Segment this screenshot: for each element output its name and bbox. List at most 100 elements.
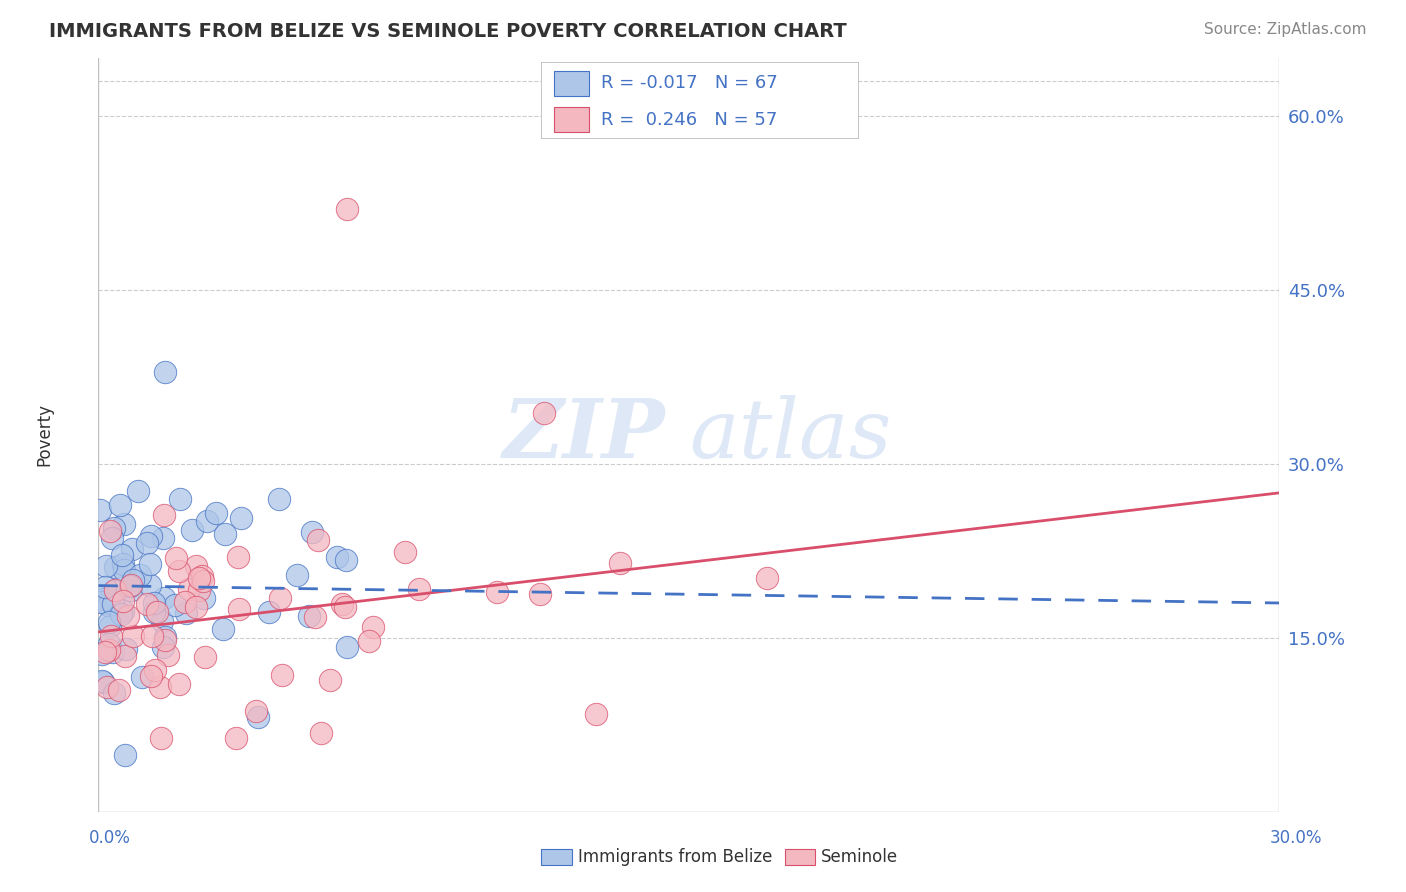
Point (121, 629, 143, 643)
Point (135, 536, 157, 550)
Point (152, 591, 174, 605)
Point (167, 565, 190, 579)
Point (247, 710, 270, 724)
Point (173, 595, 195, 609)
Point (103, 521, 125, 535)
Point (165, 599, 187, 613)
Point (245, 704, 267, 718)
Point (139, 528, 162, 542)
Point (101, 583, 124, 598)
Point (335, 553, 357, 567)
Point (150, 614, 173, 628)
Point (112, 516, 135, 531)
Point (90, 595, 112, 609)
Point (298, 609, 321, 624)
Point (336, 640, 359, 654)
Point (285, 567, 308, 582)
Point (146, 605, 169, 619)
Point (107, 682, 129, 697)
Text: Immigrants from Belize: Immigrants from Belize (578, 848, 772, 866)
Text: 30.0%: 30.0% (1270, 829, 1323, 847)
Point (112, 563, 135, 577)
Point (267, 491, 290, 506)
Bar (554, 70, 589, 95)
Text: Source: ZipAtlas.com: Source: ZipAtlas.com (1204, 22, 1367, 37)
Point (117, 609, 139, 624)
Point (152, 640, 174, 654)
Point (115, 642, 138, 657)
Point (121, 541, 143, 556)
Point (359, 633, 381, 648)
Point (169, 492, 191, 507)
Point (110, 607, 132, 621)
Point (169, 677, 191, 691)
Text: Seminole: Seminole (821, 848, 898, 866)
Point (111, 594, 134, 608)
Point (257, 605, 280, 619)
Point (139, 669, 162, 683)
Point (191, 574, 214, 589)
Point (174, 606, 197, 620)
Point (94, 580, 117, 594)
Point (309, 726, 332, 740)
Text: Poverty: Poverty (35, 403, 53, 467)
Point (155, 364, 177, 378)
Point (184, 558, 207, 573)
Point (153, 633, 176, 648)
Point (212, 623, 235, 637)
Point (533, 405, 555, 419)
Point (153, 630, 176, 644)
Point (100, 532, 122, 546)
Point (98, 524, 121, 538)
Point (90, 673, 112, 688)
Text: IMMIGRANTS FROM BELIZE VS SEMINOLE POVERTY CORRELATION CHART: IMMIGRANTS FROM BELIZE VS SEMINOLE POVER… (49, 22, 846, 41)
Point (90, 647, 112, 661)
Point (131, 670, 153, 684)
Point (100, 629, 122, 643)
Point (228, 602, 250, 616)
Text: R =  0.246   N = 57: R = 0.246 N = 57 (602, 111, 778, 128)
Point (122, 573, 145, 587)
Point (100, 592, 122, 607)
Point (100, 618, 122, 632)
Point (111, 604, 134, 618)
Point (269, 591, 291, 606)
Point (143, 664, 166, 678)
Point (91, 674, 114, 689)
Point (301, 525, 323, 540)
Point (120, 578, 142, 592)
Point (98, 615, 121, 630)
Point (97, 599, 120, 613)
Point (128, 568, 150, 582)
Text: ZIP: ZIP (503, 395, 665, 475)
Point (104, 560, 127, 574)
Point (177, 582, 200, 597)
Point (226, 549, 249, 564)
Point (149, 680, 172, 694)
Point (152, 532, 174, 546)
Point (149, 731, 172, 745)
Point (529, 587, 551, 601)
Point (103, 685, 125, 699)
Point (138, 578, 160, 592)
Point (111, 549, 134, 563)
Point (120, 582, 142, 597)
Point (94, 645, 117, 659)
Point (330, 597, 353, 611)
Point (97, 643, 120, 657)
Point (361, 620, 384, 634)
Point (94, 558, 117, 573)
Point (585, 706, 607, 721)
Point (756, 572, 779, 586)
Point (141, 629, 163, 643)
Point (609, 556, 631, 570)
Point (157, 648, 180, 663)
Point (165, 551, 187, 566)
Point (108, 498, 131, 512)
Point (486, 585, 509, 599)
Point (194, 649, 217, 664)
Point (98, 637, 121, 651)
Point (104, 582, 127, 597)
Point (143, 605, 166, 619)
Point (139, 558, 162, 572)
